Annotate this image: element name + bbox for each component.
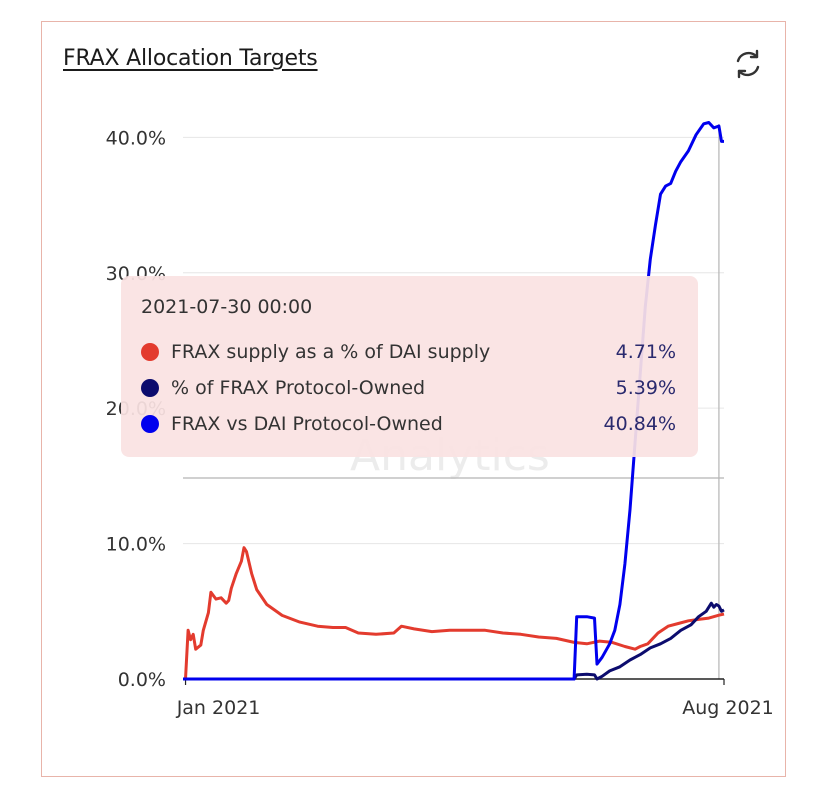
- legend-dot-icon: [141, 343, 159, 361]
- y-tick-label: 10.0%: [106, 534, 166, 556]
- tooltip-value: 4.71%: [615, 341, 676, 363]
- x-tick-label: Jan 2021: [176, 697, 261, 719]
- tooltip-label: % of FRAX Protocol-Owned: [171, 377, 426, 399]
- chart-title[interactable]: FRAX Allocation Targets: [63, 46, 318, 71]
- tooltip-label: FRAX supply as a % of DAI supply: [171, 341, 491, 363]
- legend-dot-icon: [141, 415, 159, 433]
- series-line: [183, 546, 725, 681]
- hover-tooltip: 2021-07-30 00:00 FRAX supply as a % of D…: [121, 276, 698, 457]
- tooltip-row: % of FRAX Protocol-Owned 5.39%: [141, 370, 676, 406]
- refresh-icon[interactable]: [728, 44, 768, 84]
- tooltip-value: 40.84%: [603, 413, 676, 435]
- x-tick-label: Aug 2021: [682, 697, 774, 719]
- y-tick-label: 0.0%: [118, 669, 166, 691]
- y-tick-label: 40.0%: [106, 127, 166, 149]
- tooltip-row: FRAX vs DAI Protocol-Owned 40.84%: [141, 406, 676, 442]
- series-line: [183, 601, 725, 681]
- tooltip-date: 2021-07-30 00:00: [141, 296, 313, 318]
- tooltip-value: 5.39%: [615, 377, 676, 399]
- legend-dot-icon: [141, 379, 159, 397]
- tooltip-row: FRAX supply as a % of DAI supply 4.71%: [141, 334, 676, 370]
- tooltip-label: FRAX vs DAI Protocol-Owned: [171, 413, 443, 435]
